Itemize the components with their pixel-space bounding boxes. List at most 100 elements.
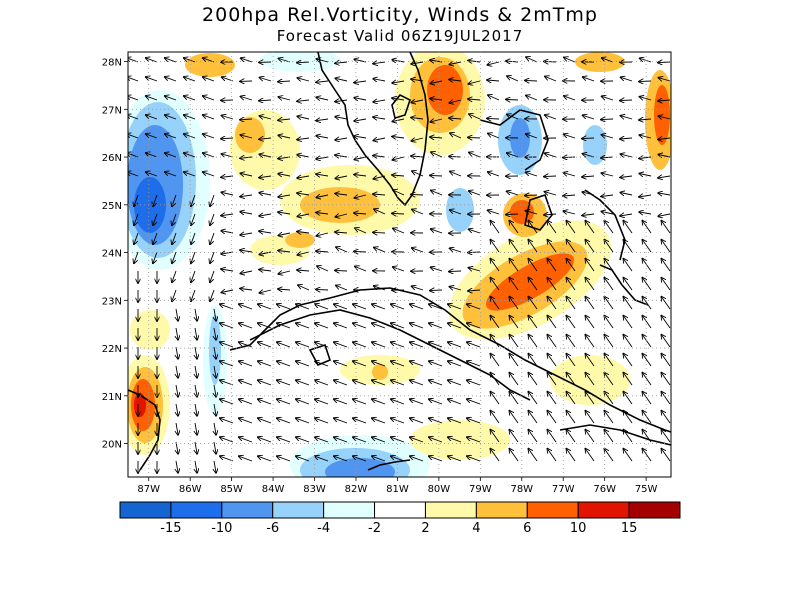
colorbar-swatch xyxy=(628,501,681,519)
wind-vector xyxy=(128,77,139,82)
wind-vector xyxy=(296,304,310,310)
wind-vector xyxy=(431,152,443,158)
wind-vector xyxy=(623,316,633,329)
wind-vector xyxy=(623,411,633,424)
wind-vector xyxy=(488,172,500,177)
wind-vector xyxy=(658,100,671,101)
wind-vector xyxy=(639,212,652,214)
wind-vector xyxy=(241,58,253,63)
wind-vector xyxy=(583,154,595,157)
wind-vector xyxy=(146,115,158,120)
wind-vector xyxy=(240,289,253,291)
wind-vector xyxy=(374,248,386,253)
wind-vector xyxy=(372,323,386,329)
wind-vector xyxy=(240,250,253,252)
wind-vector xyxy=(260,78,272,82)
wind-vector xyxy=(640,58,652,63)
wind-vector xyxy=(184,172,196,177)
wind-vector xyxy=(410,304,424,310)
wind-vector xyxy=(392,98,405,100)
colorbar-swatch xyxy=(526,501,579,519)
wind-vector xyxy=(392,213,405,214)
wind-vector xyxy=(184,115,196,120)
wind-vector xyxy=(203,96,215,101)
wind-vector xyxy=(623,373,633,386)
wind-vector xyxy=(468,81,481,84)
wind-vector xyxy=(412,248,424,253)
wind-vector xyxy=(642,316,652,329)
wind-vector xyxy=(258,418,272,424)
wind-vector xyxy=(153,213,158,225)
wind-vector xyxy=(585,297,595,310)
wind-vector xyxy=(602,135,614,138)
wind-vector xyxy=(490,316,500,329)
wind-vector xyxy=(184,153,196,158)
wind-vector xyxy=(448,304,462,310)
wind-vector xyxy=(277,361,291,367)
colorbar-label: -15 xyxy=(160,521,181,536)
wind-vector xyxy=(278,97,291,100)
wind-vector xyxy=(316,195,329,198)
wind-vector xyxy=(176,422,178,435)
lon-label: 87W xyxy=(137,484,160,495)
wind-vector xyxy=(566,430,576,443)
map-subtitle: Forecast Valid 06Z19JUL2017 xyxy=(276,27,524,45)
wind-vector xyxy=(467,456,481,462)
wind-vector xyxy=(353,456,367,462)
wind-vector xyxy=(296,399,310,405)
colorbar-swatch xyxy=(374,501,426,519)
wind-vector xyxy=(585,373,595,386)
wind-vector xyxy=(203,172,215,177)
wind-vector xyxy=(258,304,272,310)
wind-vector xyxy=(334,342,348,348)
wind-vector xyxy=(547,430,557,443)
wind-vector xyxy=(203,115,215,120)
wind-vector xyxy=(391,304,405,310)
wind-vector xyxy=(528,373,538,386)
wind-vector xyxy=(165,96,177,101)
wind-vector xyxy=(448,418,462,424)
wind-vector xyxy=(623,449,633,462)
wind-vector xyxy=(642,221,652,234)
wind-vector xyxy=(661,297,671,310)
wind-vector xyxy=(547,392,557,405)
wind-vector xyxy=(220,418,234,424)
wind-vector xyxy=(642,278,652,291)
wind-vector xyxy=(221,154,234,157)
wind-vector xyxy=(241,97,253,101)
wind-vector xyxy=(239,418,253,424)
wind-vector xyxy=(354,213,367,214)
wind-vector xyxy=(259,116,272,119)
wind-vector xyxy=(509,259,519,272)
wind-vector xyxy=(528,411,538,424)
wind-vector xyxy=(316,97,329,100)
wind-vector xyxy=(528,240,538,253)
wind-vector xyxy=(566,240,576,253)
wind-vector xyxy=(335,78,348,81)
lon-label: 83W xyxy=(303,484,326,495)
wind-vector xyxy=(277,304,291,310)
wind-vector xyxy=(259,270,272,272)
wind-vector xyxy=(410,380,424,386)
wind-vector xyxy=(176,460,178,473)
wind-vector xyxy=(639,195,652,197)
wind-vector xyxy=(490,240,500,253)
wind-vector xyxy=(278,174,291,176)
wind-vector xyxy=(585,240,595,253)
wind-vector xyxy=(297,270,310,271)
wind-vector xyxy=(353,323,367,329)
wind-vector xyxy=(373,232,386,233)
wind-vector xyxy=(449,62,462,65)
wind-vector xyxy=(566,316,576,329)
wind-vector xyxy=(544,61,557,62)
lat-label: 20N xyxy=(102,440,122,451)
wind-vector xyxy=(410,418,424,424)
wind-vector xyxy=(563,211,576,214)
wind-vector xyxy=(277,399,291,405)
wind-vector xyxy=(191,270,196,282)
wind-vector xyxy=(334,304,348,310)
wind-vector xyxy=(528,297,538,310)
wind-vector xyxy=(335,155,348,157)
wind-vector xyxy=(259,176,272,178)
wind-vector xyxy=(410,399,424,405)
